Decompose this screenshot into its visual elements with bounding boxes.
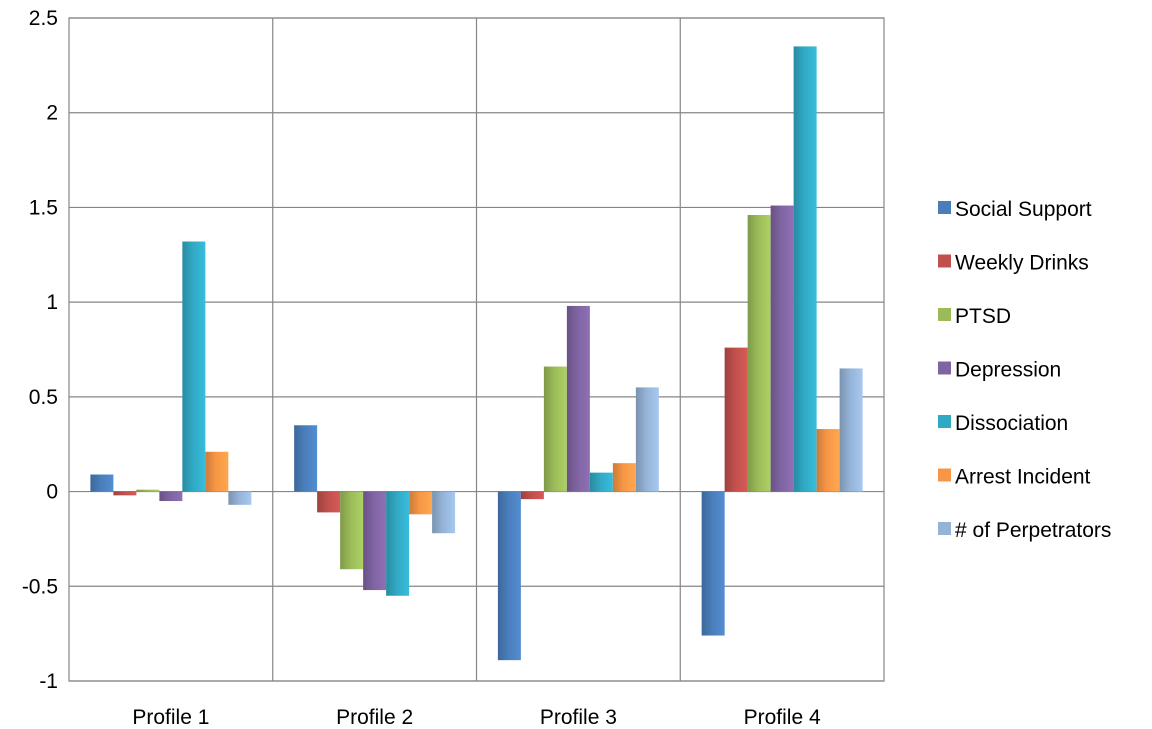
bar-dissociation-3 <box>589 472 613 492</box>
bar-ptsd-3 <box>543 366 567 492</box>
bar-depression-4 <box>770 205 794 492</box>
bar-weekly-drinks-3 <box>520 491 544 500</box>
bar-dissociation-1 <box>182 241 206 492</box>
bar-arrest-incident-3 <box>612 463 636 492</box>
x-tick-label: Profile 4 <box>744 706 821 729</box>
bar-arrest-incident-4 <box>816 429 840 492</box>
x-tick-label: Profile 3 <box>540 706 617 729</box>
legend-label: Weekly Drinks <box>955 252 1089 275</box>
legend-label: PTSD <box>955 305 1011 328</box>
legend-swatch <box>938 308 951 321</box>
bar-ptsd-2 <box>340 491 364 570</box>
legend-swatch <box>938 522 951 535</box>
bar-arrest-incident-2 <box>409 491 433 515</box>
bar-of-perpetrators-3 <box>635 387 659 492</box>
y-tick-label: 0 <box>46 481 58 504</box>
x-axis: Profile 1 Profile 2 Profile 3 Profile 4 <box>132 706 821 729</box>
gridlines <box>68 17 885 682</box>
y-axis: -1 -0.5 0 0.5 1 1.5 2 2.5 <box>22 7 58 693</box>
y-tick-label: 2 <box>46 102 58 125</box>
legend-swatch <box>938 254 951 268</box>
bar-dissociation-4 <box>793 46 817 492</box>
legend-label: Arrest Incident <box>955 466 1091 489</box>
bar-depression-1 <box>159 491 183 502</box>
bar-of-perpetrators-2 <box>432 491 456 534</box>
bar-social-support-2 <box>294 425 318 492</box>
bar-of-perpetrators-4 <box>839 368 863 492</box>
x-tick-label: Profile 1 <box>132 706 209 729</box>
legend-label: Dissociation <box>955 412 1068 435</box>
bar-arrest-incident-1 <box>205 451 229 492</box>
plot-frame <box>68 17 885 682</box>
bar-social-support-1 <box>90 474 114 492</box>
legend-swatch <box>938 201 951 214</box>
bar-weekly-drinks-1 <box>113 491 137 496</box>
bar-social-support-3 <box>497 491 521 661</box>
legend-label: # of Perpetrators <box>955 519 1111 542</box>
bar-social-support-4 <box>701 491 725 636</box>
y-tick-label: 0.5 <box>29 386 58 409</box>
bar-of-perpetrators-1 <box>228 491 252 505</box>
legend-label: Social Support <box>955 198 1092 221</box>
legend: Social Support Weekly Drinks PTSD Depressio… <box>938 198 1111 542</box>
bar-dissociation-2 <box>386 491 410 596</box>
y-tick-label: 1 <box>46 291 58 314</box>
y-tick-label: -1 <box>39 670 58 693</box>
bars <box>90 46 863 661</box>
y-tick-label: 1.5 <box>29 196 58 219</box>
bar-weekly-drinks-2 <box>317 491 341 513</box>
y-tick-label: -0.5 <box>22 575 58 598</box>
bar-ptsd-4 <box>747 215 771 492</box>
legend-swatch <box>938 361 951 375</box>
x-tick-label: Profile 2 <box>336 706 413 729</box>
bar-depression-2 <box>363 491 387 591</box>
bar-ptsd-1 <box>136 489 160 492</box>
legend-swatch <box>938 468 951 482</box>
bar-depression-3 <box>566 305 590 492</box>
legend-swatch <box>938 415 951 428</box>
legend-label: Depression <box>955 359 1061 382</box>
y-tick-label: 2.5 <box>29 7 58 30</box>
bar-weekly-drinks-4 <box>724 347 748 492</box>
